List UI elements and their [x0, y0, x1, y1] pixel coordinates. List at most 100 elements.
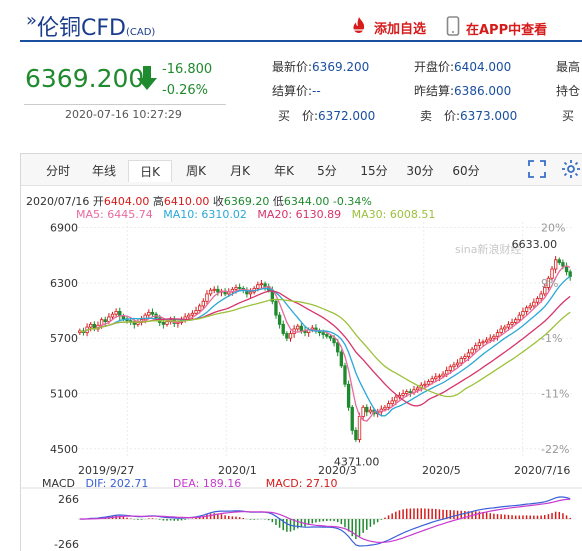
- candle-body: [107, 316, 111, 322]
- candle-body: [510, 322, 514, 325]
- ma-lines: [79, 265, 571, 422]
- candle-body: [553, 259, 558, 270]
- candle-body: [361, 406, 365, 417]
- candle-body: [332, 337, 336, 344]
- dif-line: [79, 496, 571, 547]
- add-favorite-label: 添加自选: [374, 21, 427, 37]
- quote-timestamp: 2020-07-16 10:27:29: [65, 108, 182, 121]
- instrument-name: 伦铜CFD: [37, 16, 126, 41]
- low-label: 低: [272, 195, 284, 208]
- candle-body: [354, 429, 358, 440]
- candles: [78, 256, 572, 443]
- candle-body: [208, 289, 213, 295]
- x-tick-label: 2020/1: [218, 464, 257, 477]
- candle-body: [517, 314, 522, 321]
- x-axis-labels: 2019/9/27 2020/1 2020/3 2020/5 2020/7/16: [78, 464, 570, 477]
- candle-body: [103, 319, 107, 322]
- candle-body: [256, 284, 260, 289]
- ohlc-close: 6369.20: [223, 195, 270, 208]
- fullscreen-icon[interactable]: [528, 160, 546, 182]
- ma30-legend: MA30: 6008.51: [351, 208, 436, 221]
- field-high: 最高: [556, 60, 581, 74]
- settings-icon[interactable]: [560, 159, 582, 183]
- add-favorite-button[interactable]: 添加自选: [350, 16, 426, 38]
- candle-body: [514, 319, 518, 323]
- y-axis-labels: 6900 6300 5700 5100 4500: [50, 222, 78, 456]
- field-bid: 买 价:6372.000: [278, 109, 376, 123]
- candle-body: [288, 333, 293, 339]
- candle-body: [143, 314, 147, 321]
- candle-body: [357, 416, 362, 440]
- pct-tick-label: -1%: [541, 332, 562, 345]
- tab-daily-k[interactable]: 日K: [128, 160, 172, 182]
- candle-body: [524, 307, 529, 312]
- field-settlement: 结算价:--: [272, 84, 321, 98]
- ma20-line: [79, 290, 571, 407]
- candle-body: [557, 259, 561, 263]
- candle-body: [386, 403, 391, 408]
- candle-body: [492, 335, 496, 339]
- candle-body: [234, 287, 238, 290]
- candle-body: [299, 325, 304, 332]
- tab-weekly-k[interactable]: 周K: [186, 164, 206, 178]
- flame-icon: [350, 16, 368, 38]
- price-change-pct: -0.26%: [162, 83, 208, 98]
- chart-panel: [20, 153, 582, 551]
- tab-monthly-k[interactable]: 月K: [230, 164, 250, 178]
- candle-body: [564, 265, 569, 273]
- candle-body: [150, 311, 155, 315]
- candle-body: [237, 287, 242, 289]
- macd-bars: [82, 508, 571, 540]
- candle-body: [263, 283, 267, 287]
- candle-body: [405, 391, 409, 394]
- tab-year-line[interactable]: 年线: [91, 164, 116, 178]
- macd-lines: [79, 496, 571, 547]
- field-extra: 买: [562, 109, 575, 123]
- candle-body: [561, 262, 565, 267]
- ohlc-low: 6344.00: [283, 195, 330, 208]
- quote-divider: [24, 104, 226, 105]
- tab-15min[interactable]: 15分: [360, 164, 388, 178]
- pct-axis-labels: 20% 9% -1% -11% -22%: [541, 222, 569, 456]
- candle-body: [539, 293, 543, 299]
- macd-top-label: 266: [58, 493, 79, 506]
- candle-body: [296, 325, 300, 330]
- tab-yearly-k[interactable]: 年K: [274, 164, 294, 178]
- candle-body: [274, 300, 278, 316]
- candle-body: [114, 311, 118, 315]
- ma5-line: [79, 265, 571, 422]
- tab-timeshare[interactable]: 分时: [45, 164, 70, 178]
- tab-5min[interactable]: 5分: [317, 164, 337, 178]
- candle-body: [201, 300, 205, 307]
- close-label: 收: [212, 195, 224, 208]
- candle-body: [121, 315, 126, 320]
- x-tick-label: 2020/5: [422, 464, 461, 477]
- candle-body: [390, 400, 394, 405]
- candle-body: [499, 328, 503, 334]
- candle-body: [383, 406, 387, 410]
- candle-body: [568, 271, 572, 277]
- dea-line: [79, 498, 571, 544]
- candle-body: [328, 335, 333, 339]
- candle-body: [198, 305, 202, 311]
- title-prefix: »: [26, 10, 38, 31]
- ohlc-open: 6404.00: [103, 195, 150, 208]
- tab-30min[interactable]: 30分: [406, 164, 434, 178]
- ohlc-date: 2020/07/16: [26, 195, 90, 208]
- tab-60min[interactable]: 60分: [452, 164, 480, 178]
- candle-body: [423, 383, 427, 386]
- y-tick-label: 4500: [50, 443, 78, 456]
- candle-body: [325, 334, 329, 337]
- candle-body: [488, 337, 492, 341]
- candle-body: [448, 366, 452, 371]
- x-tick-label: 2020/3: [318, 464, 357, 477]
- pct-tick-label: 20%: [541, 222, 565, 235]
- ohlc-info: 2020/07/16 开6404.00 高6410.00 收6369.20 低6…: [26, 193, 372, 209]
- field-last-price: 最新价:6369.200: [272, 60, 370, 74]
- candle-body: [437, 375, 442, 378]
- ohlc-high: 6410.00: [163, 195, 210, 208]
- candle-body: [187, 314, 191, 318]
- view-in-app-label: 在APP中查看: [466, 22, 548, 38]
- candle-body: [165, 321, 169, 325]
- view-in-app-button[interactable]: 在APP中查看: [446, 16, 547, 40]
